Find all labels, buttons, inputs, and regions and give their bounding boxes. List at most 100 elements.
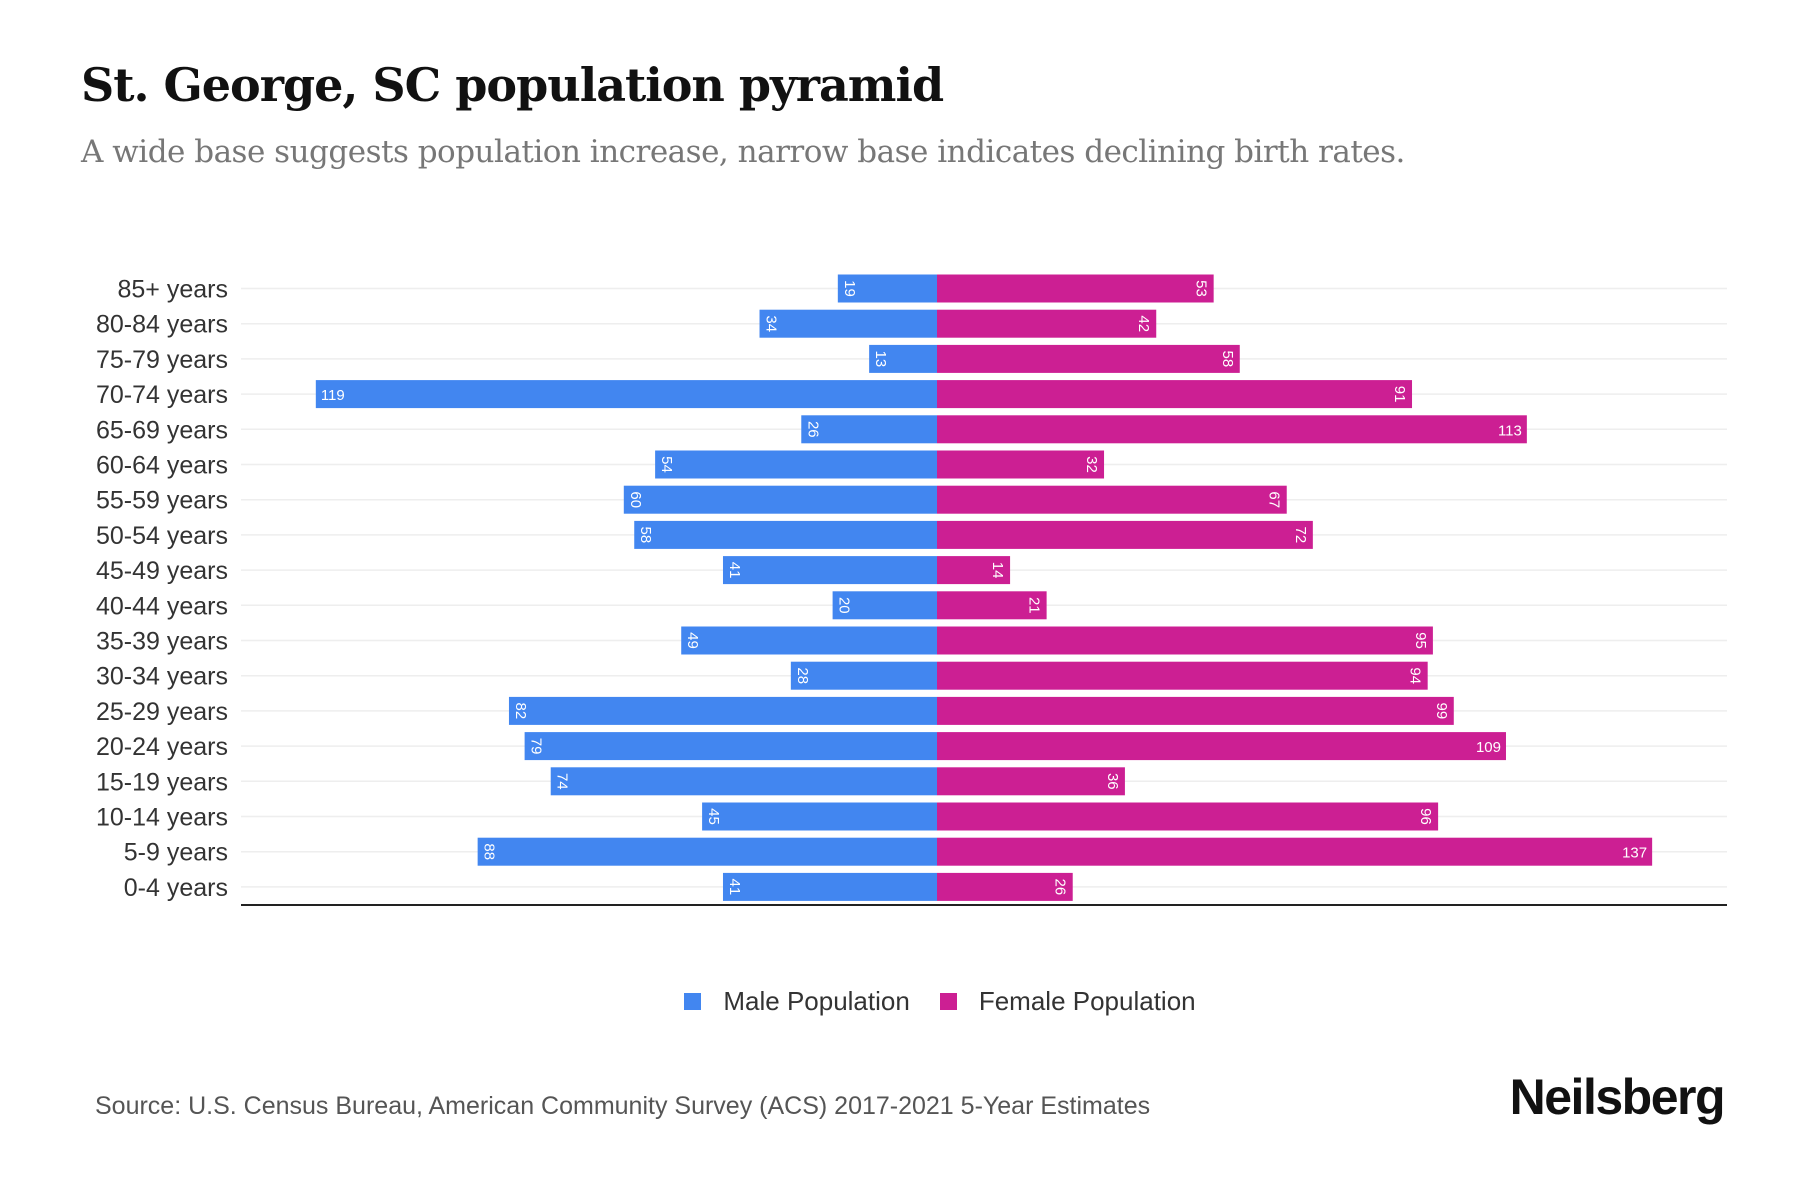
data-label: 34 <box>763 315 780 332</box>
data-label: 82 <box>512 703 529 720</box>
data-label: 88 <box>481 843 498 860</box>
data-label: 45 <box>705 808 722 825</box>
bar-male <box>315 380 937 409</box>
source-note: Source: U.S. Census Bureau, American Com… <box>95 1092 1151 1120</box>
bar-male <box>477 837 937 866</box>
y-tick-label: 85+ years <box>118 276 229 304</box>
y-tick-label: 55-59 years <box>96 487 228 515</box>
y-tick-label: 50-54 years <box>96 522 228 550</box>
bar-female <box>937 591 1047 620</box>
bar-male <box>837 274 937 303</box>
bar-male <box>681 626 937 655</box>
bar-male <box>508 696 937 725</box>
data-label: 14 <box>989 562 1006 579</box>
legend-swatch-male <box>684 993 702 1010</box>
bar-male <box>759 309 937 338</box>
data-label: 91 <box>1391 386 1408 403</box>
y-tick-label: 15-19 years <box>96 768 228 796</box>
bar-female <box>937 415 1527 444</box>
data-label: 19 <box>841 280 858 297</box>
bar-female <box>937 485 1287 514</box>
bar-male <box>832 591 937 620</box>
bar-female <box>937 661 1428 690</box>
data-label: 41 <box>726 562 743 579</box>
bar-male <box>722 556 937 585</box>
chart-subtitle: A wide base suggests population increase… <box>81 134 1405 170</box>
data-label: 99 <box>1433 703 1450 720</box>
bar-male <box>634 520 937 549</box>
neilsberg-logo: Neilsberg <box>1509 1069 1726 1125</box>
y-tick-label: 65-69 years <box>96 416 228 444</box>
bar-female <box>937 380 1413 409</box>
bar-male <box>623 485 937 514</box>
legend-label-female: Female Population <box>978 986 1196 1016</box>
bar-female <box>937 696 1454 725</box>
bar-female <box>937 344 1240 373</box>
data-label: 60 <box>627 491 644 508</box>
data-label: 13 <box>872 351 889 368</box>
legend: Male Population Female Population <box>0 986 1800 1017</box>
bar-female <box>937 732 1506 761</box>
y-tick-label: 5-9 years <box>124 839 228 867</box>
data-label: 20 <box>836 597 853 614</box>
data-label: 49 <box>684 632 701 649</box>
data-label: 79 <box>528 738 545 755</box>
data-label: 72 <box>1292 527 1309 544</box>
chart-title: St. George, SC population pyramid <box>81 58 944 112</box>
data-label: 58 <box>1219 351 1236 368</box>
legend-item-male[interactable]: Male Population <box>684 986 910 1017</box>
pyramid-chart: 85+ years 19 53 80-84 years 34 42 75-79 years 1… <box>96 274 1727 906</box>
bar-male <box>790 661 937 690</box>
data-label: 94 <box>1407 667 1424 684</box>
legend-label-male: Male Population <box>723 986 910 1016</box>
y-tick-label: 10-14 years <box>96 804 228 832</box>
bar-female <box>937 520 1313 549</box>
bar-female <box>937 274 1214 303</box>
bar-female <box>937 556 1011 585</box>
y-tick-label: 75-79 years <box>96 346 228 374</box>
bar-female <box>937 802 1439 831</box>
y-tick-label: 25-29 years <box>96 698 228 726</box>
data-label: 41 <box>726 879 743 896</box>
data-label: 26 <box>804 421 821 438</box>
data-label: 28 <box>794 667 811 684</box>
bar-female <box>937 872 1073 901</box>
bar-female <box>937 309 1157 338</box>
legend-swatch-female <box>939 993 957 1010</box>
y-tick-label: 45-49 years <box>96 557 228 585</box>
data-label: 42 <box>1135 315 1152 332</box>
bar-male <box>550 767 937 796</box>
bar-male <box>869 344 937 373</box>
y-tick-label: 80-84 years <box>96 311 228 339</box>
data-label: 137 <box>1622 845 1647 862</box>
data-label: 119 <box>321 387 345 404</box>
data-label: 21 <box>1026 597 1043 614</box>
data-label: 113 <box>1498 422 1522 439</box>
data-label: 26 <box>1052 879 1069 896</box>
bar-female <box>937 450 1105 479</box>
bar-male <box>655 450 937 479</box>
bar-male <box>801 415 937 444</box>
y-tick-label: 0-4 years <box>124 874 228 902</box>
data-label: 109 <box>1476 739 1501 756</box>
bar-male <box>722 872 937 901</box>
bar-female <box>937 837 1653 866</box>
data-label: 96 <box>1417 808 1434 825</box>
data-label: 36 <box>1104 773 1121 790</box>
y-tick-label: 30-34 years <box>96 663 228 691</box>
data-label: 32 <box>1083 456 1100 473</box>
bar-male <box>702 802 937 831</box>
bar-male <box>524 732 937 761</box>
y-tick-label: 70-74 years <box>96 381 228 409</box>
y-tick-label: 35-39 years <box>96 628 228 656</box>
data-label: 54 <box>658 456 675 473</box>
data-label: 95 <box>1412 632 1429 649</box>
y-tick-label: 20-24 years <box>96 733 228 761</box>
data-label: 74 <box>554 773 571 790</box>
data-label: 58 <box>637 527 654 544</box>
y-tick-label: 60-64 years <box>96 452 228 480</box>
data-label: 53 <box>1193 280 1210 297</box>
data-label: 67 <box>1266 491 1283 508</box>
legend-item-female[interactable]: Female Population <box>939 986 1196 1017</box>
bar-female <box>937 626 1433 655</box>
